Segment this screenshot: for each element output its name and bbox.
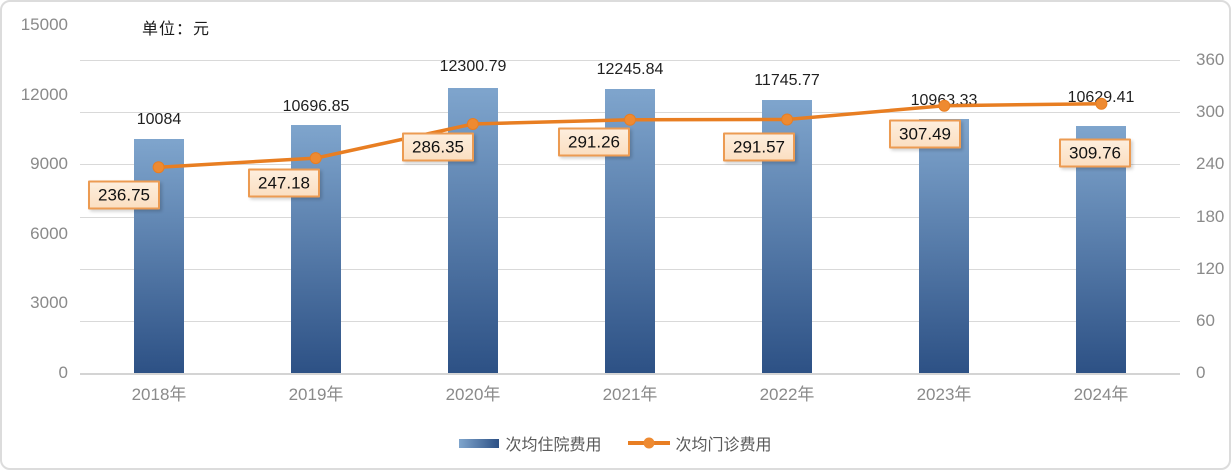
line-point-label: 309.76 [1059,138,1131,168]
right-axis-tick-label: 300 [1196,102,1225,121]
x-axis-category-label: 2018年 [131,385,187,404]
line-point-label: 291.26 [558,127,630,157]
x-axis-category-label: 2024年 [1073,385,1129,404]
right-axis-tick-label: 240 [1196,154,1225,173]
bar-value-label: 10696.85 [282,98,350,115]
unit-label: 单位：元 [142,21,211,38]
x-axis-category-label: 2023年 [916,385,972,404]
line-point-label: 247.18 [248,168,320,198]
bar-value-label: 12245.84 [596,61,664,78]
left-axis-tick-label: 9000 [30,154,68,173]
bar [919,119,969,373]
line-point-label: 286.35 [402,132,474,162]
bar-value-label: 12300.79 [439,58,507,75]
legend-item-bar-series: 次均住院费用 [459,431,602,455]
left-axis-tick-label: 6000 [30,224,68,243]
line-point-label: 236.75 [88,180,160,210]
line-series-swatch-icon [627,437,670,449]
line-point-label: 307.49 [889,119,961,149]
bar-value-label: 10084 [136,111,182,128]
gridline [80,60,1180,61]
bar [134,139,184,373]
left-axis-tick-label: 3000 [30,293,68,312]
line-point-label: 291.57 [723,132,795,162]
bar [291,125,341,373]
legend-item-line-series: 次均门诊费用 [627,431,772,455]
legend: 次均住院费用 次均门诊费用 [2,430,1229,456]
x-axis-category-label: 2022年 [759,385,815,404]
x-axis-category-label: 2019年 [288,385,344,404]
right-axis-tick-label: 0 [1196,363,1206,382]
left-axis-tick-label: 15000 [20,15,68,34]
x-axis-category-label: 2021年 [602,385,658,404]
x-axis-category-label: 2020年 [445,385,501,404]
bar-value-label: 10629.41 [1067,89,1135,106]
left-axis-tick-label: 12000 [20,85,68,104]
right-axis-tick-label: 360 [1196,50,1225,69]
right-axis-tick-label: 120 [1196,259,1225,278]
bar-value-label: 10963.33 [910,92,978,109]
right-axis-tick-label: 180 [1196,207,1225,226]
marker-dot-icon [643,437,654,449]
legend-label-line-series: 次均门诊费用 [675,437,772,454]
bar-value-label: 11745.77 [754,72,820,89]
right-axis-tick-label: 60 [1196,311,1215,330]
bar-series-swatch-icon [459,438,500,448]
bar [448,88,498,373]
x-axis-line [80,373,1180,375]
left-axis-tick-label: 0 [58,363,68,382]
legend-label-bar-series: 次均住院费用 [505,437,602,454]
